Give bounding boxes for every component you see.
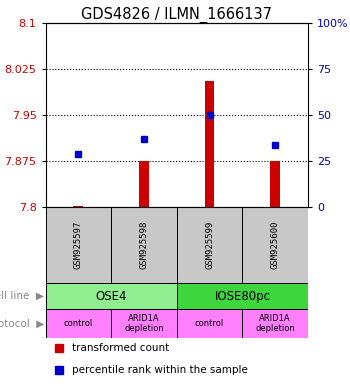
FancyBboxPatch shape	[111, 309, 177, 338]
FancyBboxPatch shape	[46, 283, 177, 309]
Bar	[74, 206, 83, 207]
Text: percentile rank within the sample: percentile rank within the sample	[72, 364, 248, 375]
FancyBboxPatch shape	[242, 207, 308, 283]
Bar	[205, 81, 215, 207]
Text: OSE4: OSE4	[95, 290, 127, 303]
Text: cell line  ▶: cell line ▶	[0, 291, 44, 301]
Text: ARID1A
depletion: ARID1A depletion	[255, 314, 295, 333]
FancyBboxPatch shape	[177, 207, 242, 283]
FancyBboxPatch shape	[242, 309, 308, 338]
Text: control: control	[195, 319, 224, 328]
FancyBboxPatch shape	[177, 309, 242, 338]
FancyBboxPatch shape	[46, 309, 111, 338]
FancyBboxPatch shape	[177, 283, 308, 309]
Text: ARID1A
depletion: ARID1A depletion	[124, 314, 164, 333]
Text: control: control	[64, 319, 93, 328]
Text: GSM925598: GSM925598	[139, 221, 148, 270]
Text: GSM925600: GSM925600	[271, 221, 280, 270]
FancyBboxPatch shape	[111, 207, 177, 283]
Text: protocol  ▶: protocol ▶	[0, 319, 44, 329]
Text: GSM925599: GSM925599	[205, 221, 214, 270]
FancyBboxPatch shape	[46, 207, 111, 283]
Bar	[139, 161, 149, 207]
Text: transformed count: transformed count	[72, 343, 169, 354]
Text: IOSE80pc: IOSE80pc	[214, 290, 270, 303]
Title: GDS4826 / ILMN_1666137: GDS4826 / ILMN_1666137	[81, 7, 272, 23]
Bar	[270, 161, 280, 207]
Text: GSM925597: GSM925597	[74, 221, 83, 270]
